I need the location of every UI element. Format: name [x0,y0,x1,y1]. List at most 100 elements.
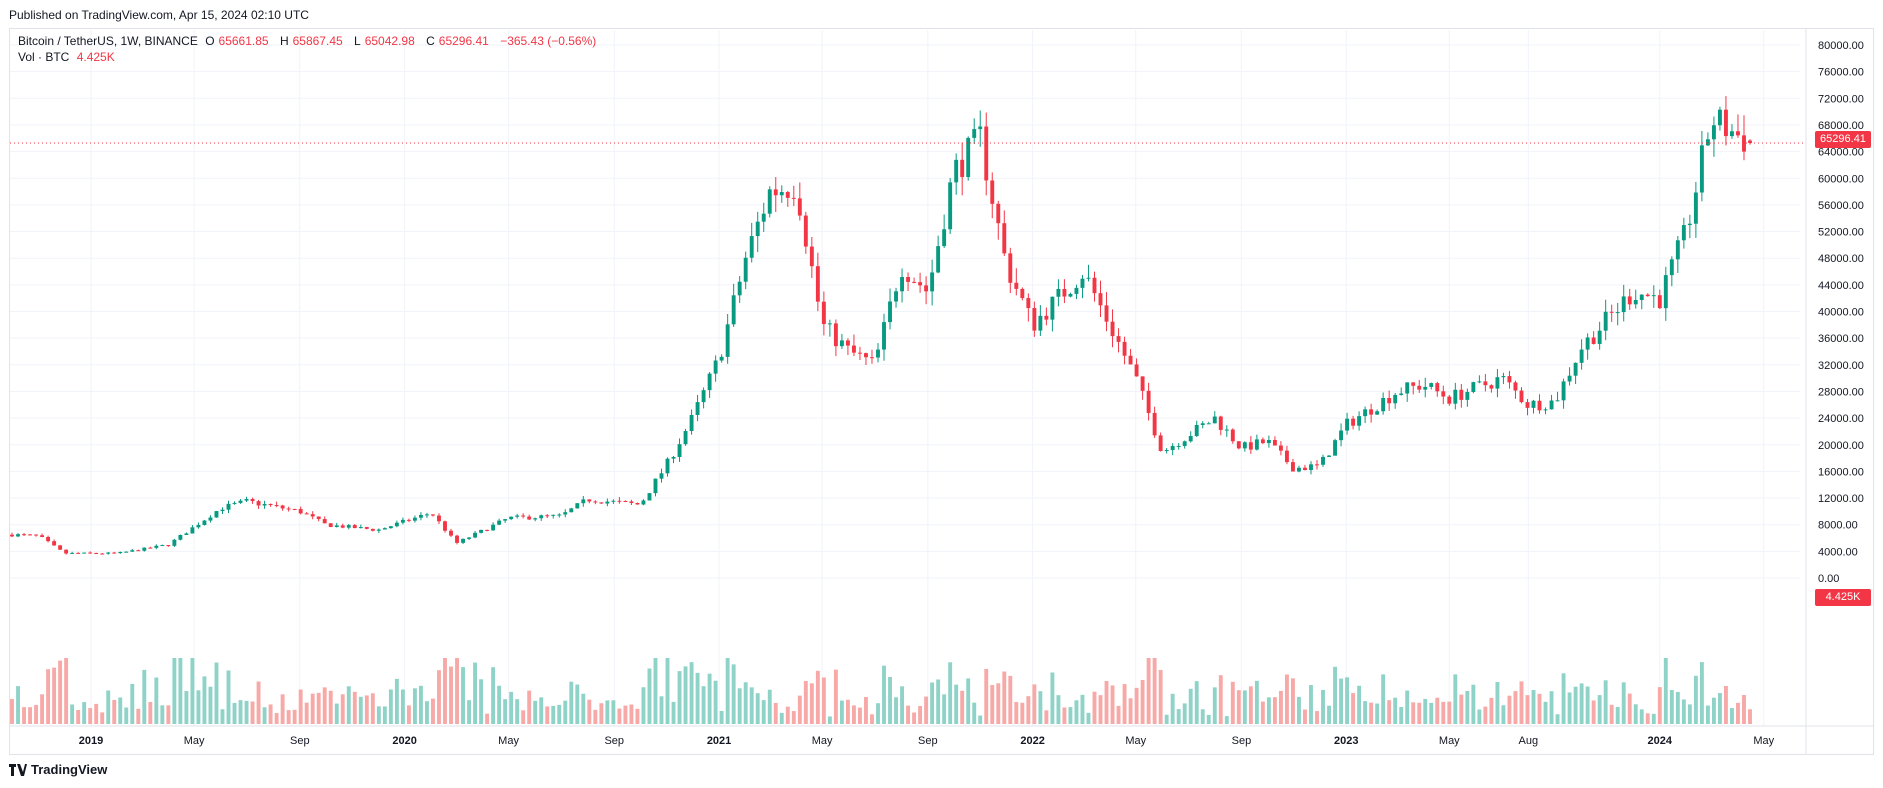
candle-body [779,192,784,196]
candle-body [1699,145,1704,193]
volume-bar [1543,701,1548,724]
candle-body [701,390,706,403]
volume-bar [1315,711,1319,724]
candle-body [136,550,141,552]
volume-bar [118,697,123,724]
candle-body [142,547,147,551]
volume-bar [1645,713,1650,724]
volume-bar [797,695,802,724]
candle-body [942,229,947,247]
candle-body [352,525,357,529]
candle-body [1291,462,1295,472]
candle-body [918,282,923,286]
volume-bar [545,706,550,724]
volume-bar [779,712,784,724]
volume-bar [876,703,880,724]
volume-bar [202,676,207,724]
candle-body [418,514,423,518]
volume-bar [942,694,947,724]
volume-bar [1633,704,1638,724]
candle-body [1381,398,1386,412]
candle-body [1615,312,1620,314]
volume-bar [803,680,808,724]
candle-body [1441,391,1446,397]
volume-bar [1248,686,1253,724]
volume-bar [94,703,99,724]
volume-bar [948,662,953,724]
candle-body [130,550,135,552]
candle-body [713,360,718,374]
candle-body [587,499,592,502]
y-tick-label: 80000.00 [1818,40,1864,52]
y-tick-label: 8000.00 [1818,520,1858,532]
candle-body [310,514,315,517]
candle-body [912,281,917,283]
volume-bar [418,685,423,724]
volume-bar [509,691,514,724]
candle-body [1687,223,1692,226]
volume-bar [214,662,219,724]
volume-bar [304,702,309,724]
candle-body [1080,278,1085,288]
candle-body [809,246,814,267]
candle-body [76,552,81,554]
volume-bar [599,703,604,724]
volume-bar [587,699,592,724]
candle-body [1182,441,1187,446]
tradingview-logo[interactable]: TradingView [9,762,107,777]
y-tick-label: 40000.00 [1818,307,1864,319]
candle-body [1327,455,1331,457]
candle-body [1639,294,1644,300]
volume-bar [449,666,453,724]
volume-bar [1309,685,1313,724]
volume-bar [178,658,183,724]
volume-bar [1717,693,1722,724]
volume-bar [1748,709,1752,724]
candle-body [870,357,874,359]
legend-row: Bitcoin / TetherUS, 1W, BINANCE O 65661.8… [18,34,597,48]
volume-bar [334,703,339,724]
volume-bar [719,710,724,724]
volume-bar [617,708,622,724]
candle-body [1537,400,1542,411]
volume-bar [1549,691,1554,724]
y-tick-label: 32000.00 [1818,360,1864,372]
x-tick-label: May [184,735,205,747]
volume-bar [1351,693,1356,724]
volume-bar [767,689,772,724]
volume-bar [1501,705,1506,724]
candle-body [1501,376,1506,378]
volume-bar [1453,674,1458,724]
volume-bar [437,670,441,724]
candle-body [388,526,393,529]
candle-body [118,552,123,554]
volume-bar [882,665,886,724]
volume-bar [1200,709,1205,724]
x-tick-label: May [1125,735,1146,747]
candle-body [521,515,526,517]
candle-body [1543,409,1548,411]
candle-body [184,533,189,536]
volume-bar [773,702,778,724]
chart-frame[interactable] [9,28,1874,755]
volume-bar [900,686,904,724]
candle-body [1050,296,1055,320]
candle-body [671,456,676,459]
legend-symbol[interactable]: Bitcoin / TetherUS, 1W, BINANCE [18,34,198,48]
candle-body [1074,287,1079,294]
candle-body [1417,385,1422,390]
volume-bar [1321,689,1325,724]
candle-body [827,323,832,325]
volume-bar [539,697,544,724]
volume-bar [936,679,941,724]
legend-vol-label[interactable]: Vol · BTC [18,50,70,64]
candle-body [509,516,514,520]
volume-bar [569,681,574,724]
candle-body [1573,362,1578,376]
volume-bar [1441,701,1446,724]
candle-body [767,189,772,214]
candle-body [845,340,850,346]
volume-bar [364,695,369,724]
volume-bar [1459,694,1464,724]
